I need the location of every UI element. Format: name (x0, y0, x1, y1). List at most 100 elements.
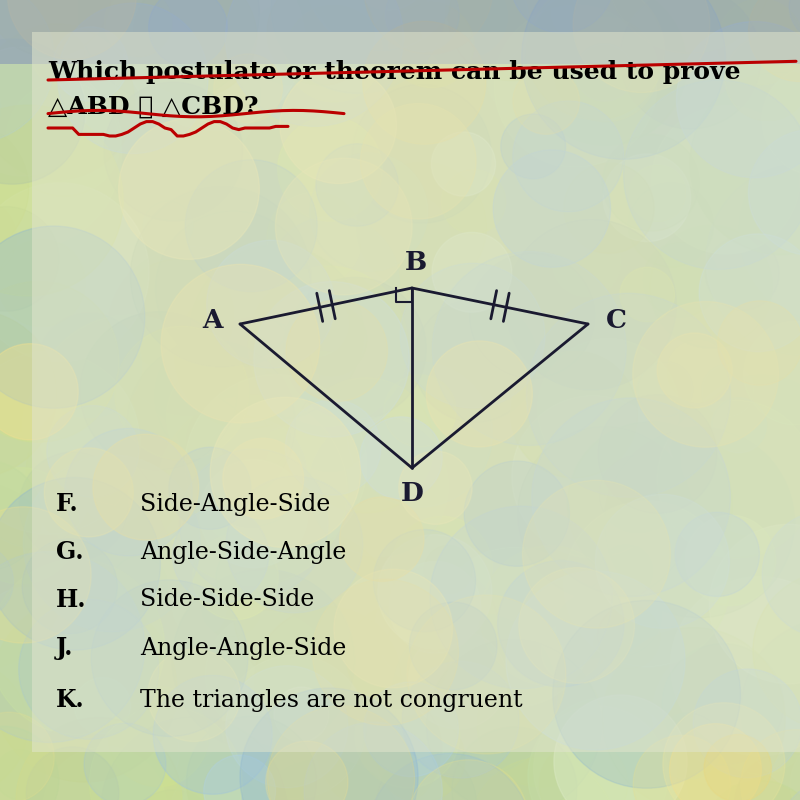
Circle shape (81, 702, 179, 800)
Circle shape (0, 712, 54, 800)
Text: The triangles are not congruent: The triangles are not congruent (140, 689, 522, 711)
Circle shape (501, 114, 566, 179)
Circle shape (564, 501, 730, 667)
Circle shape (518, 426, 692, 601)
Circle shape (426, 639, 601, 800)
Circle shape (480, 546, 620, 686)
Circle shape (38, 313, 142, 418)
Circle shape (526, 294, 730, 498)
Circle shape (377, 752, 476, 800)
Circle shape (0, 468, 79, 584)
Circle shape (522, 480, 670, 628)
Circle shape (126, 340, 295, 509)
Circle shape (575, 44, 633, 102)
Circle shape (186, 160, 317, 292)
Circle shape (166, 356, 288, 478)
Circle shape (604, 427, 794, 618)
Circle shape (551, 0, 602, 38)
Text: D: D (401, 481, 423, 506)
Circle shape (16, 718, 182, 800)
Circle shape (226, 476, 362, 613)
Circle shape (316, 144, 398, 226)
Circle shape (603, 154, 690, 242)
Circle shape (539, 740, 628, 800)
Text: △ABD ≅ △CBD?: △ABD ≅ △CBD? (48, 94, 258, 118)
Circle shape (675, 512, 759, 597)
Circle shape (739, 138, 800, 323)
Circle shape (0, 461, 42, 571)
Circle shape (90, 706, 242, 800)
Circle shape (202, 578, 260, 637)
Circle shape (245, 758, 406, 800)
Text: K.: K. (56, 688, 85, 712)
Circle shape (154, 675, 272, 794)
Circle shape (186, 716, 317, 800)
Circle shape (538, 338, 679, 480)
Circle shape (206, 240, 334, 368)
Circle shape (346, 605, 450, 708)
Circle shape (522, 0, 726, 159)
Circle shape (274, 687, 329, 742)
Circle shape (718, 301, 800, 386)
Circle shape (0, 0, 111, 57)
Circle shape (161, 264, 320, 423)
Circle shape (0, 482, 66, 672)
Circle shape (602, 134, 699, 231)
Circle shape (506, 219, 677, 390)
Circle shape (265, 216, 399, 350)
Circle shape (414, 299, 537, 422)
Circle shape (518, 568, 634, 683)
Circle shape (526, 0, 664, 120)
Circle shape (389, 2, 474, 88)
Circle shape (275, 158, 412, 295)
Circle shape (686, 515, 776, 606)
Circle shape (0, 310, 57, 478)
Circle shape (0, 46, 86, 176)
Circle shape (426, 341, 532, 447)
Circle shape (80, 454, 150, 524)
Circle shape (393, 613, 557, 777)
Circle shape (0, 206, 59, 311)
Circle shape (452, 727, 577, 800)
Circle shape (47, 406, 138, 498)
Circle shape (0, 506, 91, 643)
Circle shape (286, 5, 382, 102)
Circle shape (564, 163, 654, 254)
Circle shape (762, 65, 800, 175)
Circle shape (107, 246, 276, 415)
Circle shape (296, 304, 367, 375)
Circle shape (655, 713, 722, 779)
Circle shape (670, 724, 762, 800)
Circle shape (0, 282, 119, 442)
Circle shape (226, 666, 348, 788)
Circle shape (506, 571, 685, 750)
Circle shape (430, 506, 613, 689)
Circle shape (278, 117, 382, 222)
Circle shape (266, 741, 348, 800)
Circle shape (318, 0, 387, 31)
Circle shape (352, 84, 491, 223)
Circle shape (18, 599, 158, 739)
Circle shape (23, 455, 200, 632)
Circle shape (234, 532, 393, 691)
Circle shape (271, 0, 445, 94)
Circle shape (741, 619, 800, 798)
Circle shape (662, 644, 783, 765)
Circle shape (22, 367, 137, 482)
Circle shape (595, 494, 730, 628)
Circle shape (487, 46, 557, 115)
Circle shape (282, 290, 349, 357)
Text: C: C (606, 307, 626, 333)
Circle shape (222, 438, 304, 519)
Circle shape (667, 341, 729, 402)
Circle shape (154, 327, 294, 466)
Circle shape (349, 191, 451, 294)
Circle shape (286, 300, 387, 402)
Circle shape (0, 0, 54, 143)
Circle shape (334, 570, 453, 688)
Circle shape (149, 0, 227, 67)
Circle shape (390, 562, 481, 654)
Circle shape (400, 263, 545, 408)
Circle shape (702, 365, 754, 417)
Circle shape (175, 282, 322, 429)
